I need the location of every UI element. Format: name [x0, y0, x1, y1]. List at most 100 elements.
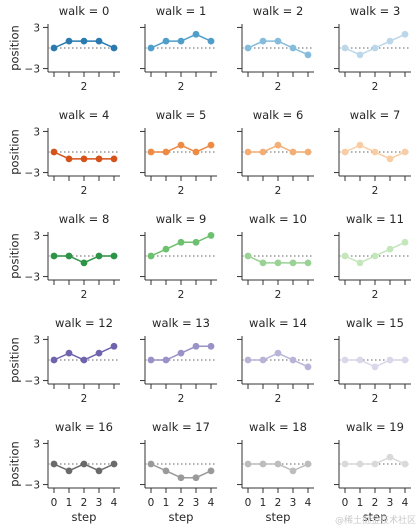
panel-title-walk-2: walk = 2 — [253, 4, 304, 18]
data-point-walk-19 — [371, 460, 379, 468]
data-point-walk-2 — [259, 37, 267, 45]
data-point-walk-17 — [207, 467, 215, 475]
xtick-label-walk-4: 2 — [81, 185, 88, 197]
data-point-walk-9 — [192, 238, 200, 246]
panel-title-walk-11: walk = 11 — [346, 212, 404, 226]
xtick-label-walk-17: 1 — [163, 497, 170, 509]
data-point-walk-17 — [192, 474, 200, 482]
data-point-walk-19 — [401, 460, 409, 468]
data-point-walk-6 — [274, 141, 282, 149]
ytick-label-walk-12: −3 — [25, 376, 40, 388]
data-point-walk-8 — [95, 252, 103, 260]
data-point-walk-1 — [192, 30, 200, 38]
x-axis-label-walk-16: step — [72, 510, 97, 524]
data-point-walk-18 — [274, 460, 282, 468]
ytick-label-walk-16: −3 — [25, 480, 40, 492]
data-point-walk-16 — [95, 467, 103, 475]
data-point-walk-9 — [177, 238, 185, 246]
data-point-walk-3 — [401, 30, 409, 38]
data-point-walk-11 — [356, 259, 364, 267]
xtick-label-walk-13: 2 — [178, 393, 185, 405]
data-point-walk-0 — [110, 44, 118, 52]
data-point-walk-0 — [95, 37, 103, 45]
data-point-walk-12 — [110, 342, 118, 350]
xtick-label-walk-18: 1 — [260, 497, 267, 509]
data-point-walk-2 — [274, 37, 282, 45]
data-point-walk-13 — [147, 356, 155, 364]
xtick-label-walk-6: 2 — [275, 185, 282, 197]
xtick-label-walk-17: 4 — [208, 497, 215, 509]
data-point-walk-2 — [289, 44, 297, 52]
data-point-walk-10 — [304, 259, 312, 267]
data-point-walk-9 — [207, 232, 215, 239]
xtick-label-walk-18: 0 — [245, 497, 252, 509]
data-point-walk-14 — [244, 356, 252, 364]
xtick-label-walk-19: 2 — [372, 497, 379, 509]
data-point-walk-9 — [147, 252, 155, 260]
data-point-walk-2 — [304, 51, 312, 59]
data-point-walk-15 — [386, 356, 394, 364]
y-axis-label-row-0: position — [8, 25, 22, 71]
panel-title-walk-0: walk = 0 — [59, 4, 110, 18]
data-point-walk-5 — [162, 148, 170, 156]
data-point-walk-13 — [192, 342, 200, 350]
data-point-walk-12 — [80, 356, 88, 364]
data-point-walk-5 — [192, 148, 200, 156]
data-point-walk-3 — [386, 37, 394, 45]
xtick-label-walk-16: 1 — [66, 497, 73, 509]
ytick-label-walk-8: 3 — [33, 230, 40, 242]
data-point-walk-15 — [371, 363, 379, 371]
data-point-walk-7 — [356, 141, 364, 149]
data-point-walk-18 — [304, 460, 312, 468]
panel-title-walk-17: walk = 17 — [152, 420, 210, 434]
data-point-walk-10 — [289, 259, 297, 267]
ytick-label-walk-4: −3 — [25, 168, 40, 180]
watermark: @稀土掘金技术社区 — [334, 516, 416, 526]
xtick-label-walk-19: 4 — [402, 497, 409, 509]
data-point-walk-17 — [177, 474, 185, 482]
series-line-walk-11 — [344, 241, 406, 264]
data-point-walk-15 — [356, 356, 364, 364]
data-point-walk-12 — [65, 349, 73, 357]
xtick-label-walk-9: 2 — [178, 289, 185, 301]
xtick-label-walk-2: 2 — [275, 81, 282, 93]
data-point-walk-9 — [162, 245, 170, 253]
x-axis-label-walk-18: step — [266, 510, 291, 524]
data-point-walk-6 — [289, 148, 297, 156]
data-point-walk-10 — [259, 259, 267, 267]
data-point-walk-8 — [65, 252, 73, 260]
xtick-label-walk-16: 3 — [96, 497, 103, 509]
data-point-walk-19 — [341, 460, 349, 468]
data-point-walk-6 — [244, 148, 252, 156]
panel-title-walk-5: walk = 5 — [156, 108, 207, 122]
data-point-walk-10 — [274, 259, 282, 267]
data-point-walk-3 — [341, 44, 349, 52]
data-point-walk-0 — [50, 44, 58, 52]
panel-title-walk-9: walk = 9 — [156, 212, 207, 226]
xtick-label-walk-12: 2 — [81, 393, 88, 405]
data-point-walk-19 — [386, 453, 394, 461]
data-point-walk-18 — [289, 467, 297, 475]
xtick-label-walk-10: 2 — [275, 289, 282, 301]
panel-title-walk-15: walk = 15 — [346, 316, 404, 330]
data-point-walk-4 — [95, 155, 103, 163]
data-point-walk-13 — [207, 342, 215, 350]
data-point-walk-1 — [207, 37, 215, 45]
y-axis-label-row-4: position — [8, 441, 22, 487]
xtick-label-walk-0: 2 — [81, 81, 88, 93]
panel-title-walk-10: walk = 10 — [249, 212, 307, 226]
data-point-walk-15 — [401, 356, 409, 364]
xtick-label-walk-19: 1 — [357, 497, 364, 509]
xtick-label-walk-17: 0 — [148, 497, 155, 509]
x-axis-label-walk-17: step — [169, 510, 194, 524]
data-point-walk-0 — [80, 37, 88, 45]
xtick-label-walk-16: 4 — [111, 497, 118, 509]
data-point-walk-19 — [356, 460, 364, 468]
data-point-walk-3 — [371, 44, 379, 52]
data-point-walk-1 — [162, 37, 170, 45]
data-point-walk-1 — [177, 37, 185, 45]
data-point-walk-8 — [110, 252, 118, 260]
data-point-walk-12 — [50, 356, 58, 364]
data-point-walk-14 — [289, 356, 297, 364]
